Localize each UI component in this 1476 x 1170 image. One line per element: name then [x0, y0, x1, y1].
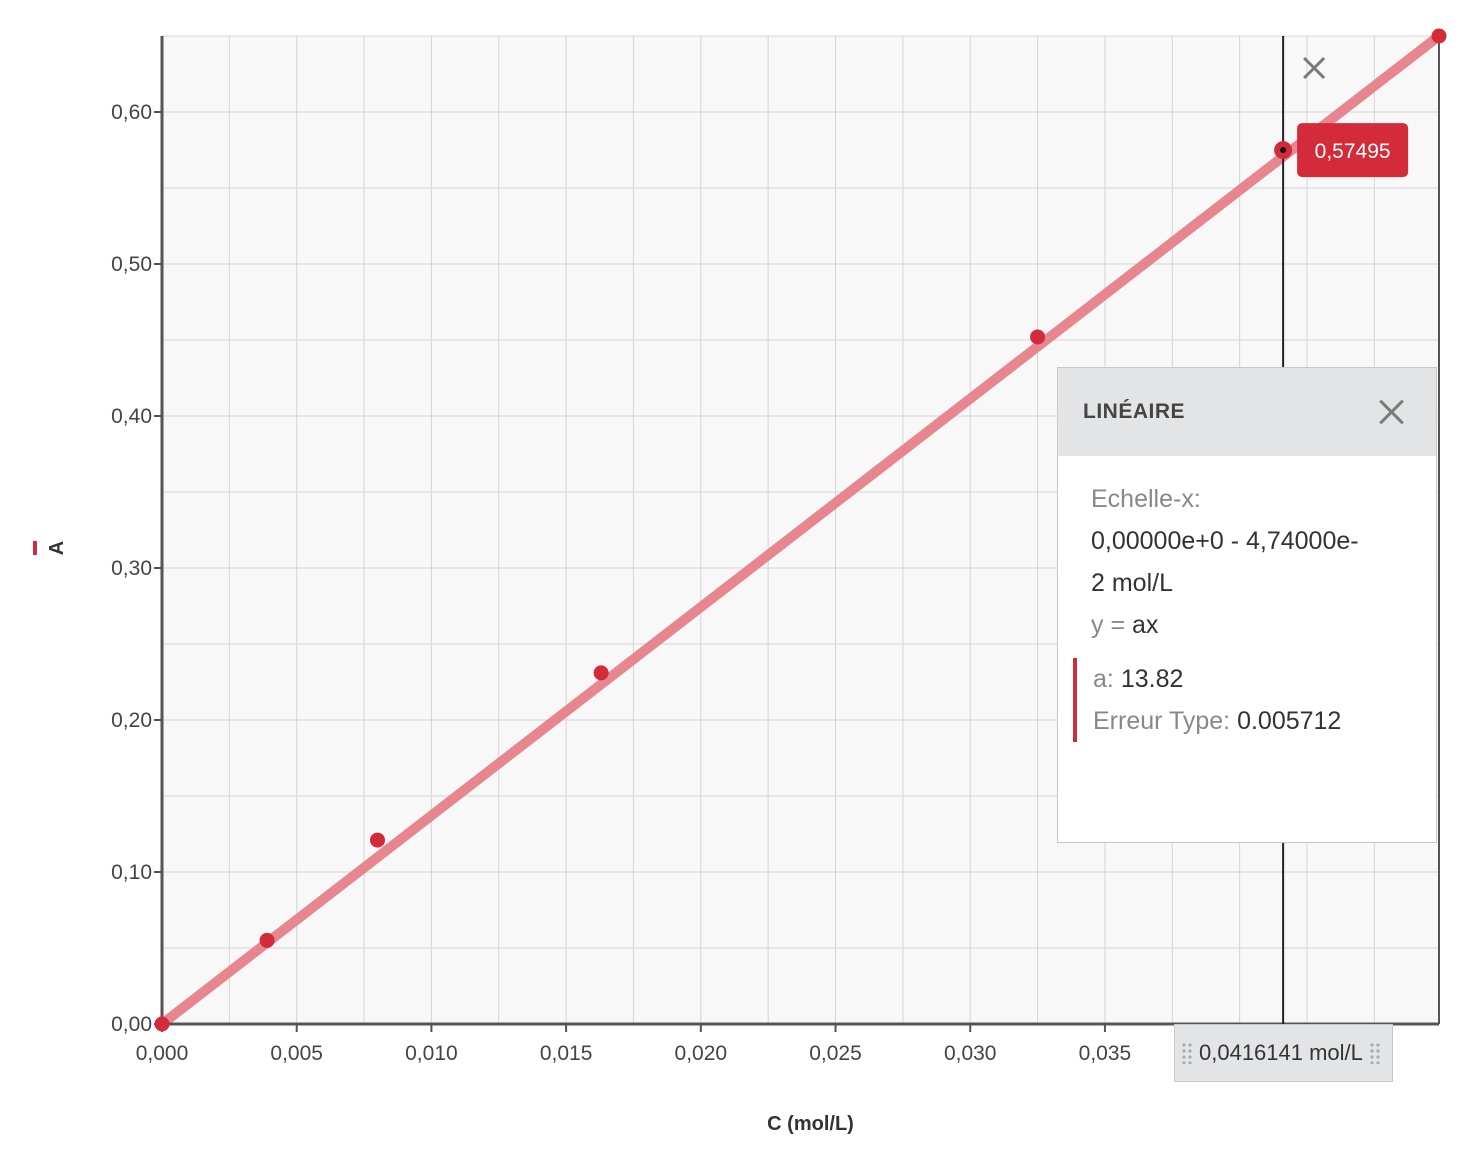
y-tick-label: 0,40 — [111, 405, 152, 428]
y-tick-label: 0,20 — [111, 709, 152, 732]
data-point — [154, 1016, 170, 1032]
data-point — [370, 832, 386, 848]
series-legend-swatch — [33, 541, 37, 555]
x-tick-label: 0,025 — [809, 1042, 862, 1065]
fit-panel-header: LINÉAIRE — [1058, 368, 1436, 456]
y-axis-title: A — [46, 541, 68, 555]
grip-icon[interactable] — [1368, 1042, 1381, 1064]
stderr: Erreur Type: 0.005712 — [1093, 700, 1416, 742]
y-tick-label: 0,50 — [111, 253, 152, 276]
x-tick-label: 0,015 — [540, 1042, 593, 1065]
y-tick-label: 0,60 — [111, 101, 152, 124]
cursor-value-label: 0,57495 — [1315, 140, 1391, 163]
fit-parameters: a: 13.82 Erreur Type: 0.005712 — [1073, 658, 1416, 742]
param-a-label: a: — [1093, 665, 1114, 693]
tick-labels: 0,000 0,005 0,010 0,015 0,020 0,025 0,030 0,035… — [111, 101, 1131, 1065]
cursor-x-value: 0,0416141 mol/L — [1199, 1040, 1363, 1065]
stderr-label: Erreur Type: — [1093, 707, 1231, 735]
data-point — [1431, 28, 1447, 44]
fit-panel-body: Echelle-x: 0,00000e+0 - 4,74000e- 2 mol/… — [1058, 456, 1436, 742]
param-a-value: 13.82 — [1120, 665, 1184, 693]
x-axis-title: C (mol/L) — [767, 1113, 854, 1135]
x-tick-label: 0,030 — [944, 1042, 997, 1065]
data-point — [1030, 329, 1046, 345]
cursor-layer[interactable]: 0,57495 — [1274, 36, 1409, 1024]
fit-line — [157, 31, 1444, 1029]
equation: y = ax — [1091, 604, 1416, 646]
fit-panel-title: LINÉAIRE — [1083, 400, 1186, 423]
grip-icon[interactable] — [1181, 1042, 1193, 1064]
x-tick-label: 0,005 — [270, 1042, 323, 1065]
close-icon[interactable] — [1303, 56, 1326, 80]
equation-value: ax — [1132, 611, 1159, 639]
fit-layer — [157, 31, 1444, 1029]
cursor-value-tooltip — [1297, 123, 1409, 178]
scale-value-line-1: 0,00000e+0 - 4,74000e- — [1091, 527, 1359, 555]
y-tick-label: 0,00 — [111, 1013, 152, 1036]
scale-value-line-2: 2 mol/L — [1091, 569, 1173, 597]
cursor-point-center — [1280, 147, 1287, 154]
close-icon[interactable] — [1378, 398, 1406, 426]
stderr-value: 0.005712 — [1237, 707, 1342, 735]
scale-label: Echelle-x: — [1091, 485, 1201, 513]
equation-prefix: y = — [1091, 611, 1126, 639]
data-point — [593, 665, 609, 681]
x-tick-label: 0,000 — [136, 1042, 189, 1065]
cursor-x-readout[interactable]: 0,0416141 mol/L — [1174, 1024, 1393, 1082]
data-points — [154, 28, 1447, 1032]
y-tick-label: 0,30 — [111, 557, 152, 580]
x-tick-label: 0,010 — [405, 1042, 458, 1065]
fit-panel: LINÉAIRE Echelle-x: 0,00000e+0 - 4,74000… — [1057, 367, 1437, 843]
data-point — [259, 932, 275, 948]
close-icon-stroke — [1303, 56, 1326, 80]
x-tick-label: 0,020 — [675, 1042, 728, 1065]
y-tick-label: 0,10 — [111, 861, 152, 884]
y-axis-title-group: A — [33, 541, 68, 555]
param-a: a: 13.82 — [1093, 658, 1416, 700]
x-tick-label: 0,035 — [1079, 1042, 1132, 1065]
